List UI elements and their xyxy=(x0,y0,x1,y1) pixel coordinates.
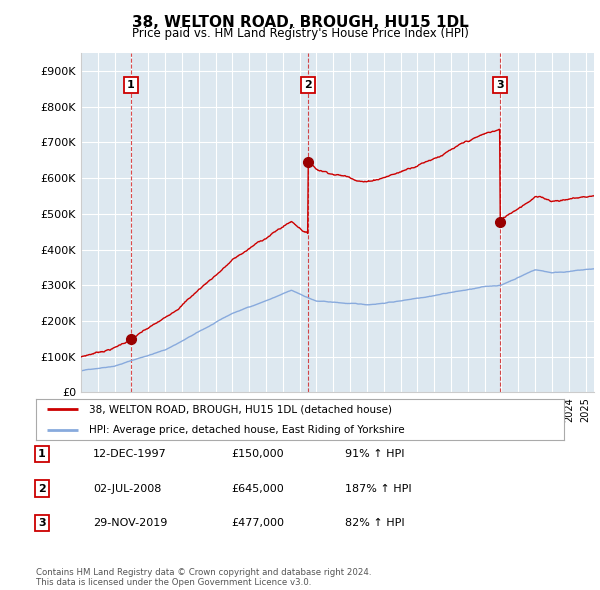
Text: 1: 1 xyxy=(38,450,46,459)
Text: HPI: Average price, detached house, East Riding of Yorkshire: HPI: Average price, detached house, East… xyxy=(89,425,404,434)
Text: 2: 2 xyxy=(304,80,312,90)
Text: 2: 2 xyxy=(38,484,46,493)
Text: 91% ↑ HPI: 91% ↑ HPI xyxy=(345,450,404,459)
Text: 38, WELTON ROAD, BROUGH, HU15 1DL (detached house): 38, WELTON ROAD, BROUGH, HU15 1DL (detac… xyxy=(89,405,392,414)
Text: 187% ↑ HPI: 187% ↑ HPI xyxy=(345,484,412,493)
Text: Price paid vs. HM Land Registry's House Price Index (HPI): Price paid vs. HM Land Registry's House … xyxy=(131,27,469,40)
Text: 82% ↑ HPI: 82% ↑ HPI xyxy=(345,518,404,527)
Text: £150,000: £150,000 xyxy=(231,450,284,459)
Text: 02-JUL-2008: 02-JUL-2008 xyxy=(93,484,161,493)
Text: Contains HM Land Registry data © Crown copyright and database right 2024.
This d: Contains HM Land Registry data © Crown c… xyxy=(36,568,371,587)
Text: £645,000: £645,000 xyxy=(231,484,284,493)
Text: 3: 3 xyxy=(38,518,46,527)
Text: 3: 3 xyxy=(496,80,504,90)
Text: 1: 1 xyxy=(127,80,134,90)
Text: 38, WELTON ROAD, BROUGH, HU15 1DL: 38, WELTON ROAD, BROUGH, HU15 1DL xyxy=(131,15,469,30)
Text: 12-DEC-1997: 12-DEC-1997 xyxy=(93,450,167,459)
Text: £477,000: £477,000 xyxy=(231,518,284,527)
Text: 29-NOV-2019: 29-NOV-2019 xyxy=(93,518,167,527)
